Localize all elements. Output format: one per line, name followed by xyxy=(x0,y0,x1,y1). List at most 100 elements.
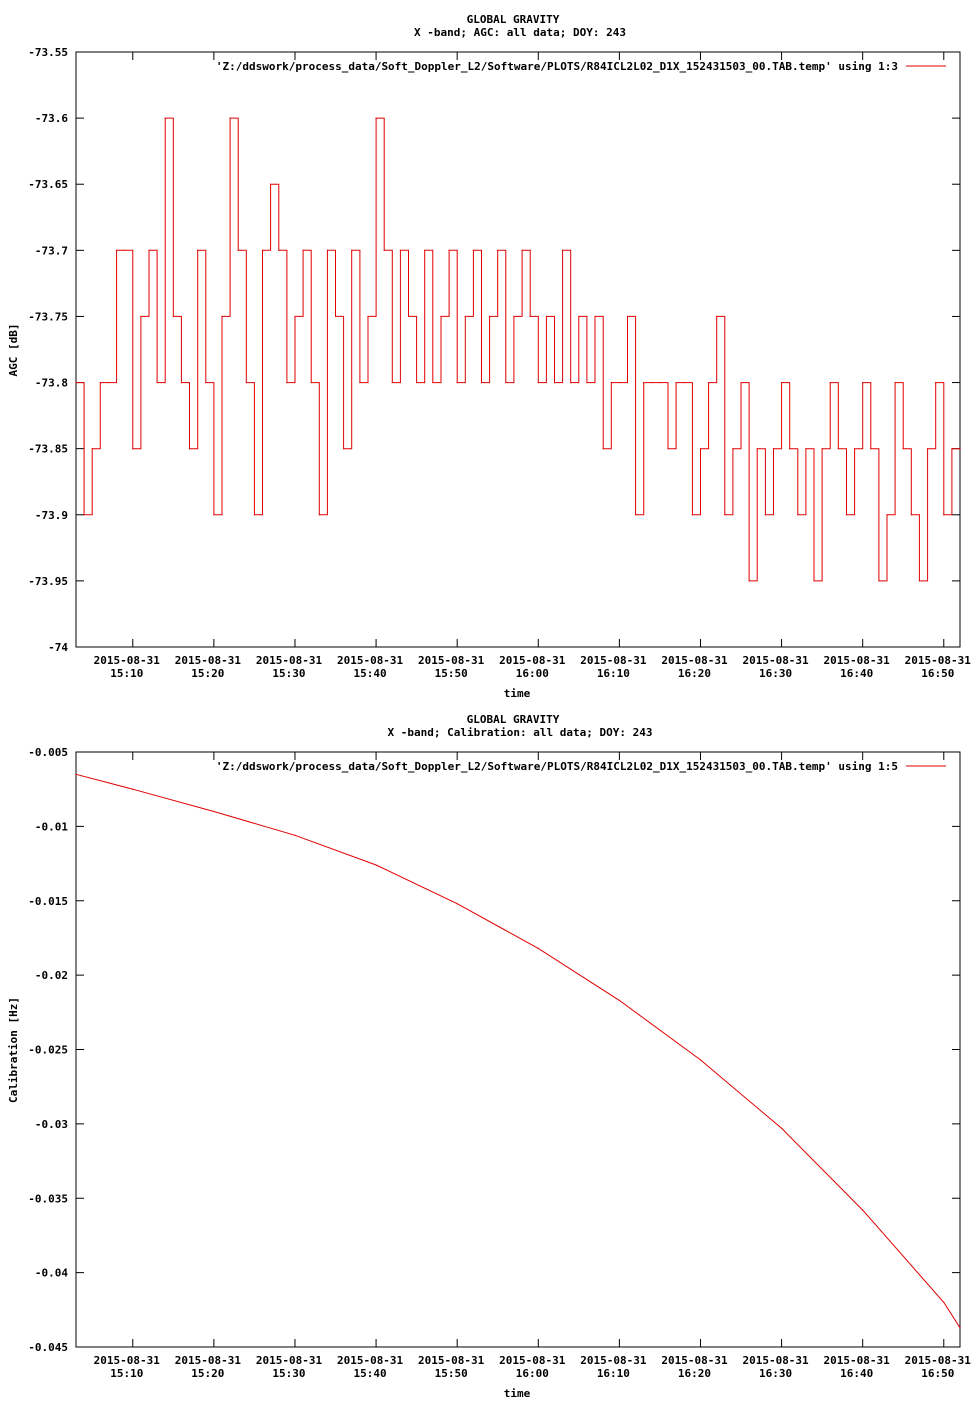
data-point xyxy=(594,315,596,318)
x-tick-label-date: 2015-08-31 xyxy=(661,654,728,667)
data-point xyxy=(789,448,791,450)
data-point xyxy=(99,381,101,384)
x-tick-label-time: 16:00 xyxy=(516,667,549,680)
data-point xyxy=(124,249,126,251)
chart-title: GLOBAL GRAVITY xyxy=(467,13,560,26)
x-tick-label-time: 16:20 xyxy=(678,667,711,680)
x-tick-label-date: 2015-08-31 xyxy=(94,654,161,667)
data-point xyxy=(172,315,174,318)
data-point xyxy=(221,315,223,318)
y-tick-label: -73.95 xyxy=(28,575,68,588)
data-point xyxy=(497,249,499,251)
x-axis-label: time xyxy=(504,687,531,700)
y-tick-label: -73.6 xyxy=(35,112,68,125)
data-point xyxy=(537,947,539,949)
data-point xyxy=(440,315,442,318)
data-point xyxy=(610,381,612,384)
data-point xyxy=(878,580,880,582)
x-tick-label-date: 2015-08-31 xyxy=(905,1354,972,1367)
x-tick-label-time: 15:40 xyxy=(354,667,387,680)
data-point xyxy=(310,381,312,384)
data-point xyxy=(286,381,288,384)
x-tick-label-time: 15:20 xyxy=(191,667,224,680)
data-point xyxy=(845,514,848,516)
data-point xyxy=(829,381,831,384)
x-tick-label-time: 16:20 xyxy=(678,1367,711,1380)
data-point xyxy=(505,381,507,384)
data-point xyxy=(432,381,434,384)
data-point xyxy=(326,249,329,251)
y-tick-label: -0.045 xyxy=(28,1341,68,1354)
data-point xyxy=(237,249,239,251)
data-point xyxy=(756,448,758,450)
data-point xyxy=(748,580,750,582)
x-tick-label-time: 15:10 xyxy=(110,667,143,680)
data-point xyxy=(651,381,653,384)
data-point xyxy=(399,249,402,251)
x-tick-label-time: 16:10 xyxy=(597,667,630,680)
data-point xyxy=(902,448,904,450)
data-point xyxy=(294,834,296,836)
data-point xyxy=(302,249,304,251)
data-point xyxy=(456,381,458,384)
x-tick-label-time: 16:40 xyxy=(840,667,873,680)
agc-chart: GLOBAL GRAVITY X -band; AGC: all data; D… xyxy=(7,13,971,700)
data-point xyxy=(943,1301,945,1303)
data-point xyxy=(334,315,337,318)
y-tick-label: -0.015 xyxy=(28,895,68,908)
data-point xyxy=(75,381,77,384)
data-point xyxy=(472,249,474,251)
data-point xyxy=(740,381,742,384)
data-point xyxy=(683,381,685,384)
x-tick-label-date: 2015-08-31 xyxy=(742,654,809,667)
data-point xyxy=(448,249,450,251)
y-tick-label: -0.02 xyxy=(35,969,68,982)
y-tick-label: -73.9 xyxy=(35,509,68,522)
y-tick-label: -73.75 xyxy=(28,310,68,323)
x-tick-label-time: 15:10 xyxy=(110,1367,143,1380)
x-tick-label-time: 16:30 xyxy=(759,667,792,680)
data-point xyxy=(318,514,320,516)
y-tick-label: -73.8 xyxy=(35,377,68,390)
y-tick-label: -73.65 xyxy=(28,178,68,191)
chart-subtitle: X -band; AGC: all data; DOY: 243 xyxy=(414,26,626,39)
data-point xyxy=(675,381,677,384)
data-point xyxy=(926,448,929,450)
x-tick-label-time: 15:30 xyxy=(272,1367,305,1380)
data-point xyxy=(343,448,345,450)
x-tick-label-time: 16:50 xyxy=(921,1367,954,1380)
data-point xyxy=(367,315,369,318)
data-point xyxy=(156,381,158,384)
x-tick-label-date: 2015-08-31 xyxy=(337,654,404,667)
y-axis: -73.55 -73.6 -73.65 -73.7 -73.75 -73.8 -73.85 -… xyxy=(28,46,960,654)
x-tick-label-date: 2015-08-31 xyxy=(824,654,891,667)
x-tick-label-date: 2015-08-31 xyxy=(418,654,485,667)
x-tick-label-time: 16:10 xyxy=(597,1367,630,1380)
x-axis: 2015-08-3115:102015-08-3115:202015-08-31… xyxy=(94,752,972,1380)
y-tick-label: -73.55 xyxy=(28,46,68,59)
data-point xyxy=(634,514,637,516)
x-axis: 2015-08-3115:102015-08-3115:202015-08-31… xyxy=(94,52,971,680)
x-tick-label-date: 2015-08-31 xyxy=(256,1354,323,1367)
data-point xyxy=(780,381,783,384)
calibration-series-line xyxy=(75,773,961,1329)
x-tick-label-time: 15:50 xyxy=(435,667,468,680)
data-point xyxy=(91,448,93,450)
data-point xyxy=(821,448,823,450)
data-point xyxy=(797,514,799,516)
plot-frame xyxy=(75,51,961,648)
data-point xyxy=(959,1327,961,1329)
data-point xyxy=(132,448,134,450)
data-point xyxy=(180,381,183,384)
data-point xyxy=(780,1127,783,1129)
data-point xyxy=(570,381,572,384)
legend-label: 'Z:/ddswork/process_data/Soft_Doppler_L2… xyxy=(216,760,898,773)
data-point xyxy=(813,580,815,582)
data-point xyxy=(205,381,207,384)
data-point xyxy=(213,514,215,516)
data-point xyxy=(375,864,377,866)
data-point xyxy=(764,514,766,516)
x-tick-label-time: 15:50 xyxy=(435,1367,468,1380)
data-point xyxy=(270,183,272,185)
